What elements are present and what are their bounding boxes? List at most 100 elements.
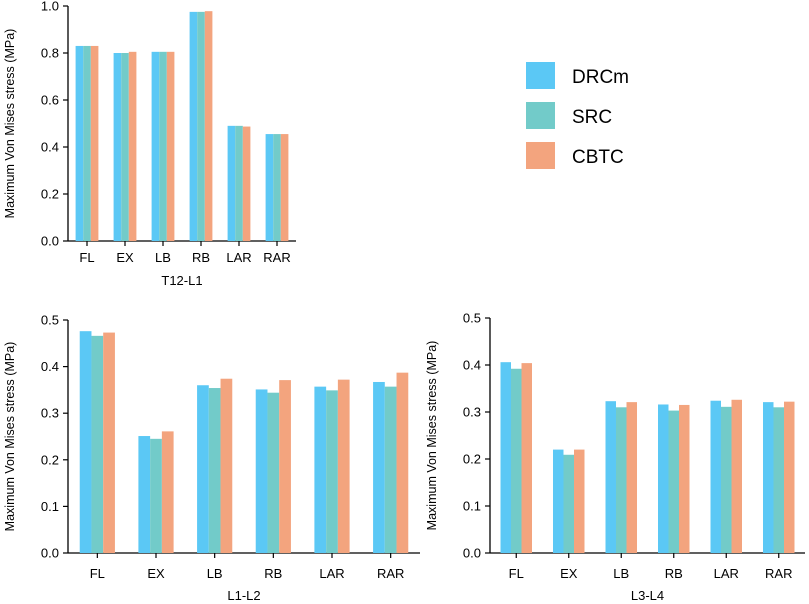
bar-cbtc-fl: [90, 45, 99, 242]
bar-drcm-fl: [75, 45, 84, 242]
y-tick-label: 0.2: [41, 187, 59, 202]
legend-label-cbtc: CBTC: [572, 147, 624, 168]
bar-cbtc-lar: [731, 399, 742, 553]
bar-src-lb: [208, 388, 221, 553]
x-tick-label: RB: [665, 566, 683, 581]
bar-cbtc-rar: [784, 401, 795, 553]
y-tick-label: 0.4: [41, 359, 59, 374]
y-tick-label: 0.1: [463, 499, 481, 514]
legend-swatch-src: [526, 102, 555, 129]
bar-src-lb: [616, 407, 627, 553]
y-axis-title: Maximum Von Mises stress (MPa): [425, 341, 439, 531]
bar-drcm-rar: [265, 134, 274, 241]
bar-cbtc-fl: [521, 363, 532, 553]
bar-src-rar: [773, 407, 784, 553]
bar-drcm-rar: [763, 402, 774, 553]
bar-src-rb: [197, 11, 205, 241]
bar-cbtc-lb: [166, 51, 175, 242]
y-tick-label: 0.0: [41, 234, 59, 249]
y-tick-label: 0.3: [463, 405, 481, 420]
x-tick-label: EX: [116, 250, 134, 265]
bar-cbtc-rb: [279, 380, 291, 553]
bar-drcm-fl: [79, 331, 92, 553]
y-tick-label: 0.3: [41, 406, 59, 421]
x-tick-label: RB: [192, 250, 210, 265]
panel-title: L3-L4: [631, 588, 664, 603]
x-tick-label: RB: [264, 566, 282, 581]
x-tick-label: LAR: [319, 566, 344, 581]
x-tick-label: FL: [79, 250, 94, 265]
bar-src-lar: [721, 406, 732, 553]
y-axis-title: Maximum Von Mises stress (MPa): [3, 29, 17, 219]
x-tick-label: LB: [155, 250, 171, 265]
bar-drcm-lb: [151, 51, 160, 242]
bar-drcm-rb: [658, 404, 669, 553]
bar-src-ex: [150, 438, 162, 553]
bar-src-fl: [83, 45, 91, 242]
bar-src-lar: [235, 125, 243, 241]
x-tick-label: FL: [509, 566, 524, 581]
panel-title: T12-L1: [161, 273, 202, 288]
x-tick-label: RAR: [263, 250, 290, 265]
x-tick-label: RAR: [377, 566, 404, 581]
chart-panel-0: 0.0 0.2 0.4 0.6 0.8 1.0 Maximum Von Mises stre…: [3, 0, 296, 288]
bar-drcm-ex: [138, 436, 151, 553]
bar-cbtc-rar: [396, 372, 409, 553]
bar-drcm-rar: [373, 381, 385, 553]
x-tick-label: RAR: [765, 566, 792, 581]
y-tick-label: 0.5: [41, 313, 59, 328]
bar-drcm-lar: [227, 125, 236, 241]
x-tick-label: LB: [613, 566, 629, 581]
bar-src-rb: [267, 392, 280, 553]
y-tick-label: 0.8: [41, 46, 59, 61]
bar-src-ex: [563, 454, 574, 553]
legend-label-drcm: DRCm: [572, 67, 629, 88]
x-tick-label: LB: [207, 566, 223, 581]
legend-swatch-cbtc: [526, 142, 555, 169]
bar-src-lar: [326, 390, 338, 553]
bar-drcm-rb: [189, 11, 198, 241]
y-tick-label: 0.2: [41, 452, 59, 467]
y-tick-label: 1.0: [41, 0, 59, 14]
bar-src-fl: [91, 335, 104, 553]
x-tick-label: EX: [560, 566, 578, 581]
bar-cbtc-rb: [679, 404, 690, 553]
bar-cbtc-lb: [220, 378, 233, 553]
bar-drcm-lb: [605, 401, 616, 553]
bar-drcm-lb: [197, 385, 209, 553]
bar-src-ex: [121, 53, 129, 241]
x-tick-label: FL: [90, 566, 105, 581]
x-tick-label: LAR: [714, 566, 739, 581]
bar-drcm-rb: [255, 389, 268, 553]
legend: DRCm SRC CBTC: [526, 62, 629, 169]
bar-cbtc-fl: [103, 332, 115, 553]
bar-src-fl: [511, 368, 522, 553]
y-tick-label: 0.2: [463, 452, 481, 467]
bar-drcm-ex: [553, 449, 564, 553]
bar-src-rar: [384, 386, 397, 553]
x-tick-label: LAR: [226, 250, 251, 265]
bar-drcm-fl: [500, 362, 511, 553]
bar-src-rb: [668, 410, 679, 553]
y-tick-label: 0.6: [41, 93, 59, 108]
legend-swatch-drcm: [526, 62, 555, 89]
y-tick-label: 0.1: [41, 499, 59, 514]
y-tick-label: 0.0: [41, 546, 59, 561]
bar-cbtc-rb: [204, 11, 213, 242]
y-tick-label: 0.5: [463, 311, 481, 326]
x-tick-label: EX: [147, 566, 165, 581]
chart-panel-2: 0.0 0.1 0.2 0.3 0.4 0.5 Maximum Von Mises stre…: [425, 311, 805, 603]
bar-src-rar: [273, 134, 281, 241]
panel-title: L1-L2: [227, 588, 260, 603]
bar-drcm-ex: [113, 53, 122, 241]
bar-cbtc-ex: [161, 431, 174, 553]
y-axis-title: Maximum Von Mises stress (MPa): [3, 342, 17, 532]
bar-cbtc-ex: [574, 449, 585, 553]
y-tick-label: 0.4: [41, 140, 59, 155]
y-tick-label: 0.0: [463, 546, 481, 561]
bar-cbtc-lar: [242, 126, 251, 241]
legend-label-src: SRC: [572, 107, 612, 128]
bar-cbtc-ex: [128, 51, 137, 242]
bar-cbtc-lb: [626, 402, 637, 553]
